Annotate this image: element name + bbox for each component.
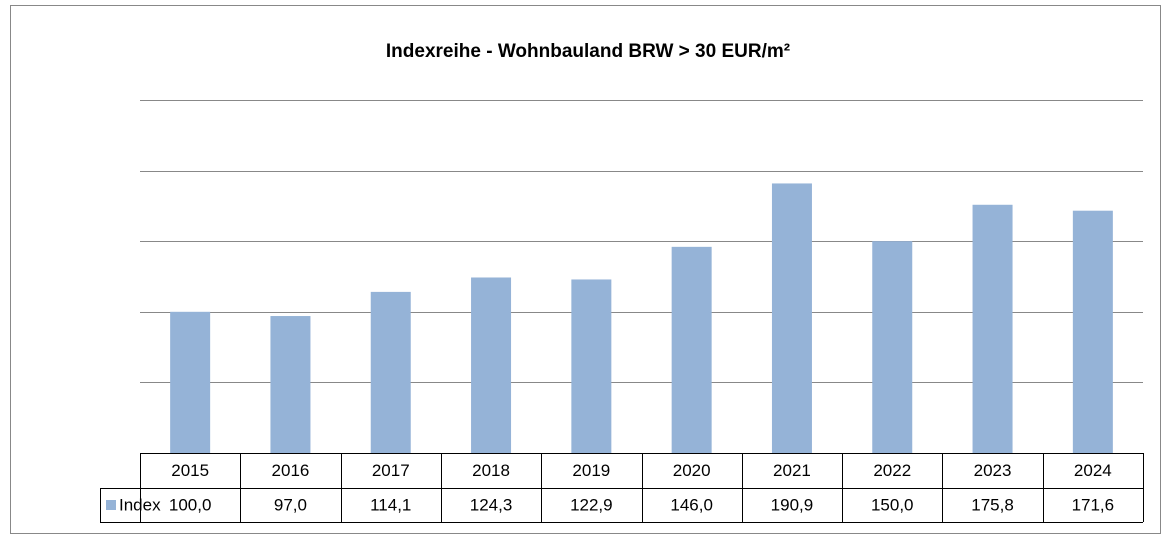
legend-label: Index [119, 495, 161, 514]
bar [471, 277, 512, 453]
table-value: 124,3 [470, 495, 513, 514]
bar [270, 316, 311, 453]
table-value: 114,1 [370, 495, 411, 514]
bar [170, 311, 211, 453]
table-value: 97,0 [274, 495, 307, 514]
bar [872, 241, 913, 453]
table-value: 100,0 [169, 495, 212, 514]
table-value: 175,8 [971, 495, 1014, 514]
x-tick-label: 2019 [572, 461, 610, 480]
table-value: 190,9 [771, 495, 814, 514]
bar [571, 279, 612, 453]
bar [370, 291, 411, 453]
x-tick-label: 2023 [974, 461, 1012, 480]
legend-swatch [106, 500, 116, 510]
bar [972, 204, 1013, 453]
x-tick-label: 2015 [171, 461, 209, 480]
x-tick-label: 2020 [673, 461, 711, 480]
bar [1072, 210, 1113, 453]
table-value: 122,9 [570, 495, 613, 514]
table-value: 150,0 [871, 495, 914, 514]
x-tick-label: 2022 [873, 461, 911, 480]
bar [771, 183, 812, 453]
bar [671, 246, 712, 453]
table-value: 146,0 [670, 495, 713, 514]
table-value: 171,6 [1072, 495, 1115, 514]
x-tick-label: 2017 [372, 461, 410, 480]
chart-title: Indexreihe - Wohnbauland BRW > 30 EUR/m² [386, 41, 790, 62]
x-tick-label: 2018 [472, 461, 510, 480]
x-tick-label: 2024 [1074, 461, 1112, 480]
x-tick-label: 2016 [272, 461, 310, 480]
x-tick-label: 2021 [773, 461, 811, 480]
